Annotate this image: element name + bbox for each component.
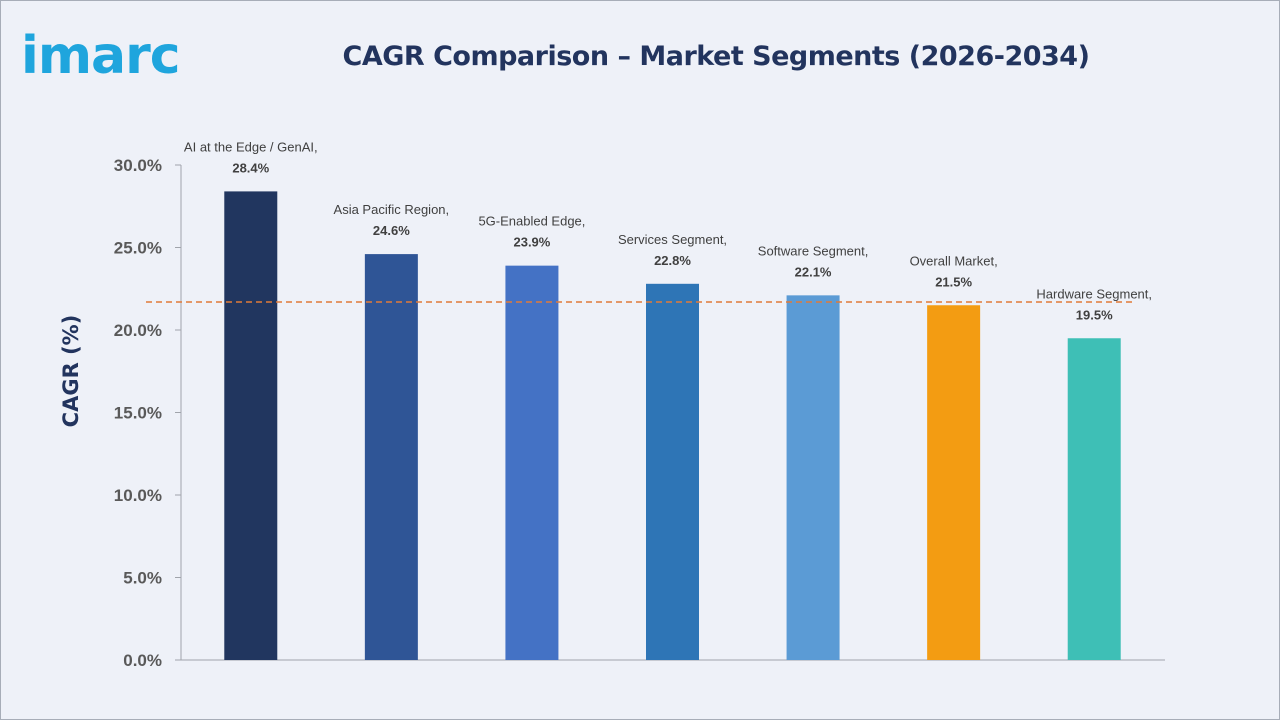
y-axis-title: CAGR (%) xyxy=(59,315,83,428)
bar-value-label: 22.1% xyxy=(795,264,832,279)
y-tick-label: 30.0% xyxy=(114,156,162,175)
bar-value-label: 28.4% xyxy=(232,160,269,175)
y-tick-label: 5.0% xyxy=(123,569,162,588)
bar-category-label: Asia Pacific Region, xyxy=(334,202,450,217)
bar xyxy=(505,265,559,660)
bar xyxy=(224,191,278,660)
chart-title: CAGR Comparison – Market Segments (2026-… xyxy=(342,41,1090,72)
bar-category-label: Services Segment, xyxy=(618,232,727,247)
bar-category-label: Software Segment, xyxy=(758,243,869,258)
bar-value-label: 23.9% xyxy=(513,235,550,250)
bar-value-label: 21.5% xyxy=(935,274,972,289)
logo-text: imarc xyxy=(21,26,180,83)
bar-value-label: 22.8% xyxy=(654,253,691,268)
y-tick-label: 10.0% xyxy=(114,486,162,505)
y-tick-label: 15.0% xyxy=(114,404,162,423)
bar xyxy=(646,283,699,660)
bar-category-label: 5G-Enabled Edge, xyxy=(478,214,585,229)
bar-value-label: 19.5% xyxy=(1076,307,1113,322)
y-tick-label: 25.0% xyxy=(114,239,162,258)
bar-value-label: 24.6% xyxy=(373,223,410,238)
data-labels: AI at the Edge / GenAI, 28.4% Asia Pacific… xyxy=(184,139,1152,322)
y-tick-label: 20.0% xyxy=(114,321,162,340)
y-axis: 0.0% 5.0% 10.0% 15.0% 20.0% 25.0% 30.0% xyxy=(114,156,1165,670)
bar-category-label: Overall Market, xyxy=(910,253,998,268)
y-tick-label: 0.0% xyxy=(123,651,162,670)
bar xyxy=(786,295,840,660)
bar-category-label: AI at the Edge / GenAI, xyxy=(184,139,318,154)
imarc-logo: imarc xyxy=(21,26,181,83)
bar xyxy=(1067,338,1121,660)
bar-category-label: Hardware Segment, xyxy=(1036,286,1152,301)
bar xyxy=(364,254,418,660)
bars xyxy=(224,191,1121,660)
bar xyxy=(927,305,981,660)
